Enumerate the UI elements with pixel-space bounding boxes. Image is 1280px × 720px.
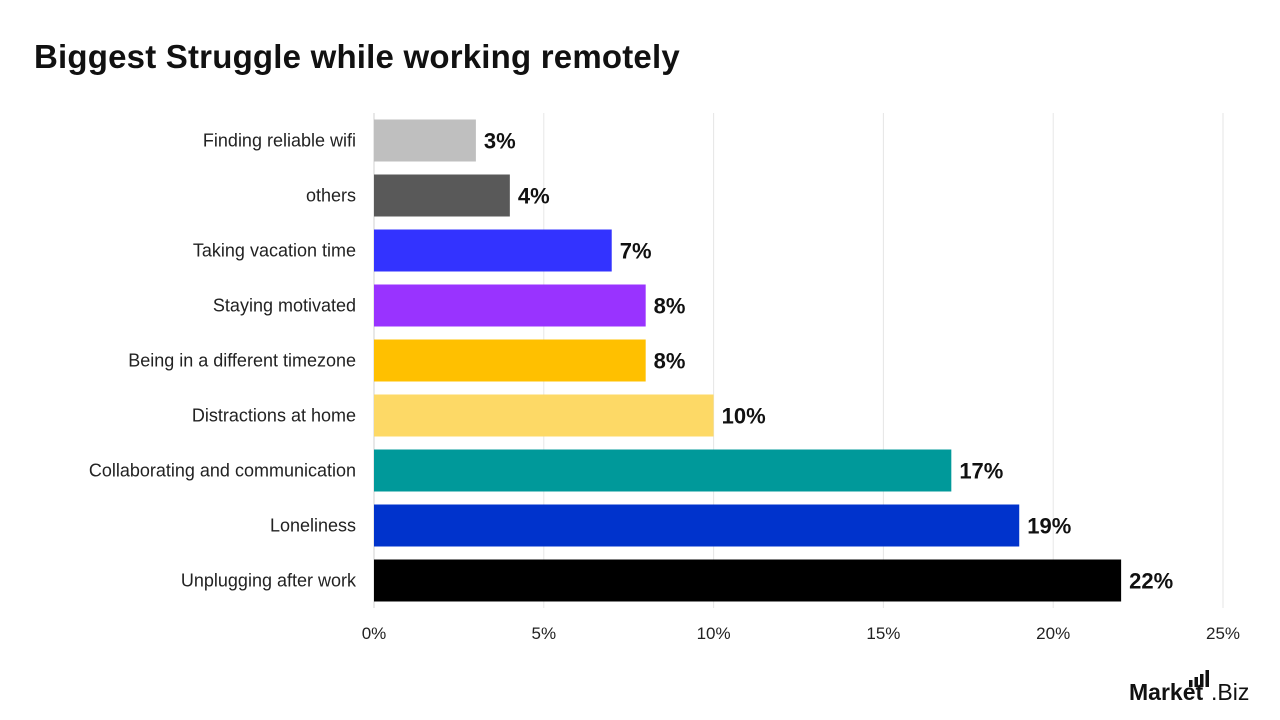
bar-chart-icon [1189,670,1209,687]
data-label: 19% [1027,514,1071,539]
data-label: 8% [654,294,686,319]
brand-suffix: .Biz [1211,679,1249,705]
x-tick-label: 5% [532,624,557,643]
category-label: Distractions at home [192,406,356,426]
data-label: 17% [959,459,1003,484]
bar [374,339,646,382]
bar [374,394,714,437]
data-label: 3% [484,129,516,154]
category-label: Unplugging after work [181,571,357,591]
x-tick-label: 10% [697,624,731,643]
bar [374,284,646,327]
data-label: 8% [654,349,686,374]
x-tick-label: 20% [1036,624,1070,643]
bar [374,174,510,217]
category-label: others [306,186,356,206]
data-label: 4% [518,184,550,209]
chart-title: Biggest Struggle while working remotely [34,38,680,75]
bar [374,119,476,162]
data-label: 10% [722,404,766,429]
category-label: Being in a different timezone [128,351,356,371]
x-tick-label: 25% [1206,624,1240,643]
bar [374,504,1020,547]
category-label: Loneliness [270,516,356,536]
category-label: Collaborating and communication [89,461,356,481]
category-label: Finding reliable wifi [203,131,356,151]
category-label: Taking vacation time [193,241,356,261]
x-tick-label: 15% [866,624,900,643]
data-label: 22% [1129,569,1173,594]
data-label: 7% [620,239,652,264]
category-label: Staying motivated [213,296,356,316]
x-tick-label: 0% [362,624,387,643]
bar [374,449,952,492]
brand-logo: Market .Biz [1129,670,1249,705]
bar [374,229,612,272]
bar [374,559,1122,602]
